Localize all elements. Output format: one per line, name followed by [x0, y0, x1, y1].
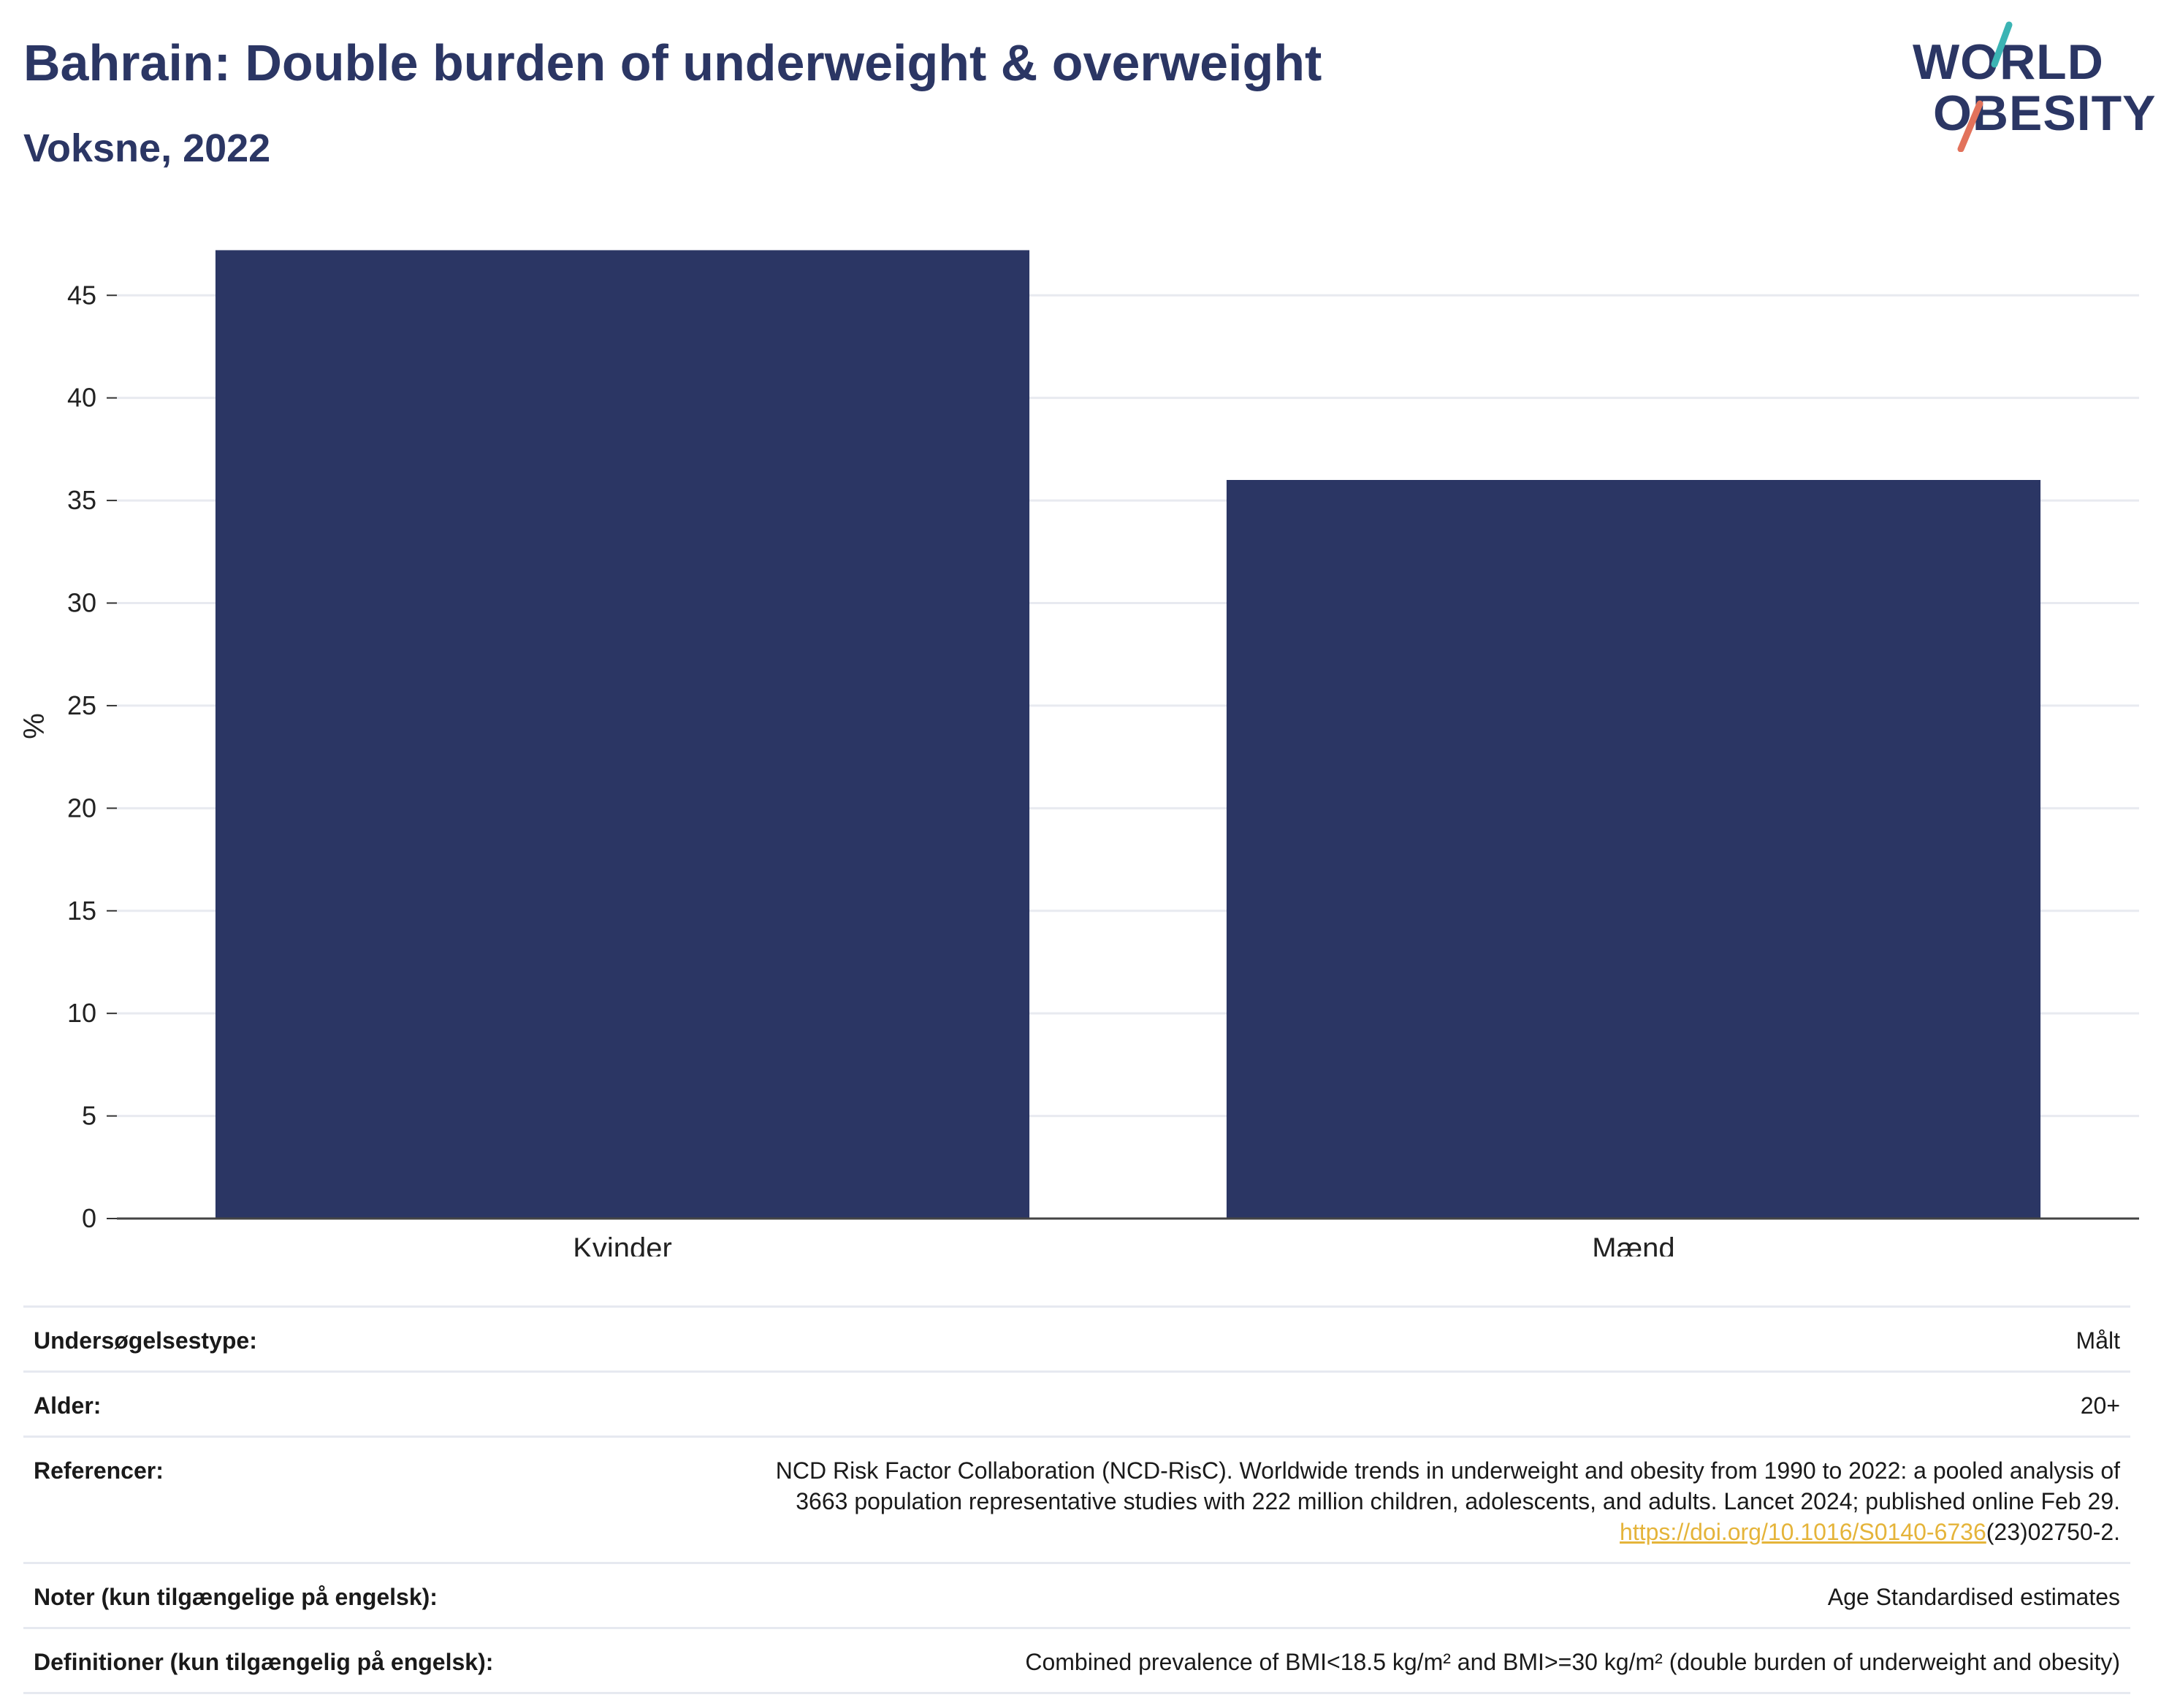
- y-tick-label: 25: [67, 690, 96, 720]
- metadata-table: Undersøgelsestype: Målt Alder: 20+ Refer…: [23, 1305, 2130, 1694]
- reference-line-2: 3663 population representative studies w…: [796, 1488, 2120, 1514]
- meta-value: Målt: [2076, 1327, 2120, 1354]
- reference-doi-link[interactable]: https://doi.org/10.1016/S0140-6736: [1620, 1519, 1986, 1545]
- bar-kvinder: [215, 250, 1030, 1219]
- bar-chart: 0 5 10 15 20 25 30 35 40 45 Kvinder Mænd %: [18, 250, 2139, 1257]
- meta-row-references: Referencer: NCD Risk Factor Collaboratio…: [23, 1438, 2130, 1564]
- meta-row-age: Alder: 20+: [23, 1373, 2130, 1438]
- reference-line-1: NCD Risk Factor Collaboration (NCD-RisC)…: [775, 1457, 2120, 1484]
- x-tick-label: Mænd: [1592, 1232, 1674, 1257]
- meta-row-notes: Noter (kun tilgængelige på engelsk): Age…: [23, 1564, 2130, 1629]
- meta-label: Noter (kun tilgængelige på engelsk):: [34, 1584, 438, 1610]
- meta-label: Definitioner (kun tilgængelig på engelsk…: [34, 1649, 494, 1675]
- meta-row-definitions: Definitioner (kun tilgængelig på engelsk…: [23, 1629, 2130, 1694]
- meta-value: Age Standardised estimates: [1827, 1584, 2120, 1610]
- y-tick-label: 10: [67, 998, 96, 1028]
- y-axis-ticks: 0 5 10 15 20 25 30 35 40 45: [67, 280, 117, 1233]
- chart-subtitle: Voksne, 2022: [23, 126, 271, 170]
- y-tick-label: 15: [67, 896, 96, 926]
- y-axis-label: %: [18, 713, 50, 739]
- meta-label: Undersøgelsestype:: [34, 1327, 257, 1354]
- meta-value: Combined prevalence of BMI<18.5 kg/m² an…: [1025, 1649, 2120, 1675]
- meta-value: 20+: [2080, 1392, 2120, 1419]
- logo-slash-icon: [1957, 21, 2013, 152]
- bars: [215, 250, 2041, 1219]
- y-tick-label: 35: [67, 485, 96, 515]
- y-tick-label: 45: [67, 280, 96, 310]
- chart-title: Bahrain: Double burden of underweight & …: [23, 34, 1322, 91]
- bar-maend: [1226, 480, 2041, 1219]
- y-tick-label: 30: [67, 588, 96, 618]
- meta-value-reference: NCD Risk Factor Collaboration (NCD-RisC)…: [776, 1455, 2120, 1547]
- x-axis-labels: Kvinder Mænd: [573, 1232, 1675, 1257]
- y-tick-label: 0: [82, 1203, 96, 1233]
- meta-label: Alder:: [34, 1392, 102, 1419]
- y-tick-label: 40: [67, 383, 96, 413]
- y-tick-label: 20: [67, 793, 96, 823]
- reference-doi-suffix: (23)02750-2.: [1986, 1519, 2120, 1545]
- meta-label: Referencer:: [34, 1457, 164, 1484]
- y-tick-label: 5: [82, 1101, 96, 1131]
- logo-word-world: WORLD: [1913, 34, 2104, 90]
- x-tick-label: Kvinder: [573, 1232, 672, 1257]
- world-obesity-logo: WORLD OBESITY: [1899, 20, 2156, 152]
- meta-row-survey-type: Undersøgelsestype: Målt: [23, 1308, 2130, 1373]
